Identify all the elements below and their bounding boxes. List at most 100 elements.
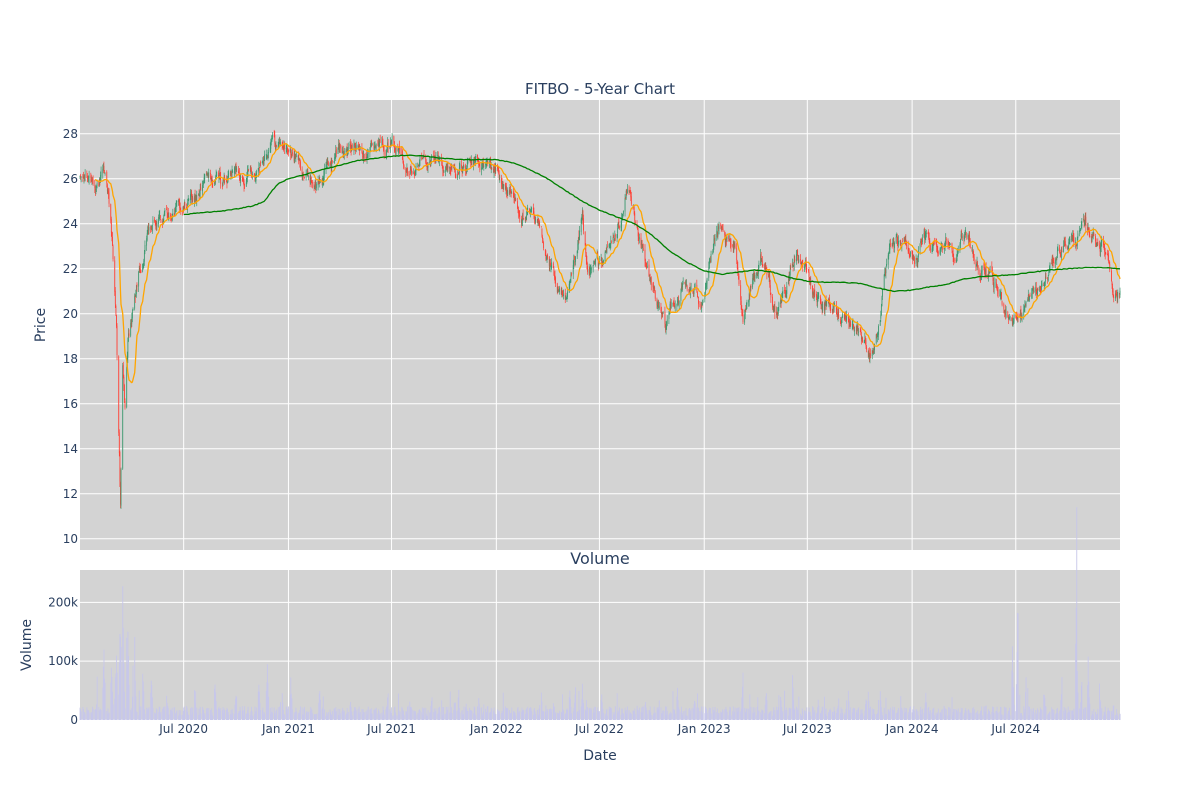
volume-bar: [839, 713, 841, 720]
price-candle: [394, 148, 396, 151]
volume-bar: [471, 711, 473, 720]
volume-bar: [419, 709, 420, 720]
volume-bar: [555, 712, 557, 720]
price-candle: [1104, 247, 1106, 252]
volume-bar: [530, 707, 532, 720]
price-candle: [1111, 270, 1112, 282]
price-candle: [373, 145, 375, 150]
volume-bar: [566, 708, 568, 720]
price-candle: [1073, 236, 1075, 244]
price-candle: [147, 226, 149, 233]
price-candle: [370, 145, 371, 147]
price-candle: [908, 249, 910, 253]
volume-bar: [682, 711, 684, 720]
volume-bar: [297, 712, 299, 720]
price-candle: [1011, 318, 1013, 321]
price-candle: [339, 145, 341, 148]
volume-bar: [369, 709, 371, 720]
volume-bar: [943, 705, 945, 720]
volume-bar: [853, 708, 855, 720]
volume-bar: [522, 710, 524, 720]
price-candle: [684, 281, 686, 284]
volume-bar: [202, 706, 203, 720]
price-candle: [772, 308, 774, 310]
volume-bar: [936, 714, 938, 720]
volume-bar: [1080, 702, 1082, 720]
volume-bar: [847, 690, 849, 720]
price-chart-title: FITBO - 5-Year Chart: [525, 80, 675, 98]
volume-bar: [873, 709, 875, 720]
price-candle: [159, 215, 161, 216]
volume-bar: [891, 709, 893, 720]
volume-bar: [605, 715, 607, 720]
price-candle: [280, 142, 281, 144]
volume-bar: [666, 706, 668, 720]
price-candle: [116, 314, 117, 327]
price-candle: [834, 303, 836, 305]
price-candle: [489, 163, 490, 165]
volume-bar: [1095, 711, 1097, 720]
volume-bar: [155, 714, 157, 720]
volume-bar: [249, 715, 251, 720]
volume-bar: [1088, 697, 1090, 720]
price-candle: [884, 272, 886, 274]
price-candle: [115, 305, 117, 314]
volume-bar: [219, 710, 221, 720]
price-candle: [1019, 310, 1021, 318]
price-candle: [915, 258, 917, 264]
price-candle: [96, 183, 98, 187]
volume-bar: [140, 706, 142, 720]
price-candle: [313, 184, 315, 188]
price-candle: [95, 188, 97, 190]
volume-bar: [610, 707, 612, 720]
price-candle: [160, 220, 162, 223]
price-candle: [485, 163, 487, 166]
price-candle: [104, 172, 106, 174]
volume-bar: [972, 711, 974, 720]
price-candle: [264, 154, 265, 161]
volume-bar: [1059, 709, 1061, 720]
volume-bar: [136, 711, 138, 720]
volume-bar: [1015, 684, 1017, 720]
price-candle: [916, 260, 918, 263]
price-candle: [957, 251, 959, 253]
volume-bar: [358, 712, 360, 720]
volume-bar: [1060, 700, 1062, 720]
price-candle: [877, 333, 879, 336]
volume-bar: [155, 708, 157, 720]
price-candle: [920, 241, 922, 243]
price-candle: [403, 161, 404, 166]
price-candle: [1033, 286, 1034, 291]
volume-bar: [1092, 713, 1094, 720]
price-candle: [102, 168, 104, 174]
price-candle: [776, 312, 778, 316]
price-candle: [523, 218, 525, 220]
volume-bar: [166, 702, 168, 720]
price-candle: [557, 289, 559, 293]
price-candle: [341, 148, 343, 153]
price-candle: [453, 167, 455, 169]
price-candle: [792, 263, 793, 267]
price-candle: [517, 208, 519, 210]
volume-bar: [917, 711, 919, 720]
volume-bar: [517, 708, 518, 720]
price-candle: [976, 264, 977, 267]
volume-bar: [580, 706, 582, 720]
volume-bar: [925, 692, 927, 720]
volume-bar: [999, 706, 1001, 720]
volume-bar: [1100, 701, 1102, 720]
price-candle: [216, 171, 218, 176]
volume-bar: [465, 703, 467, 720]
volume-bar: [841, 715, 842, 720]
price-candle: [325, 164, 327, 170]
volume-bar: [1112, 705, 1114, 720]
price-candle: [674, 305, 676, 307]
volume-bar: [797, 709, 799, 720]
price-candle: [218, 172, 219, 178]
price-candle: [531, 208, 533, 209]
volume-bar: [415, 711, 416, 720]
volume-bar: [206, 708, 207, 720]
price-candle: [311, 181, 313, 183]
price-candle: [822, 303, 824, 311]
price-candle: [1080, 229, 1082, 231]
